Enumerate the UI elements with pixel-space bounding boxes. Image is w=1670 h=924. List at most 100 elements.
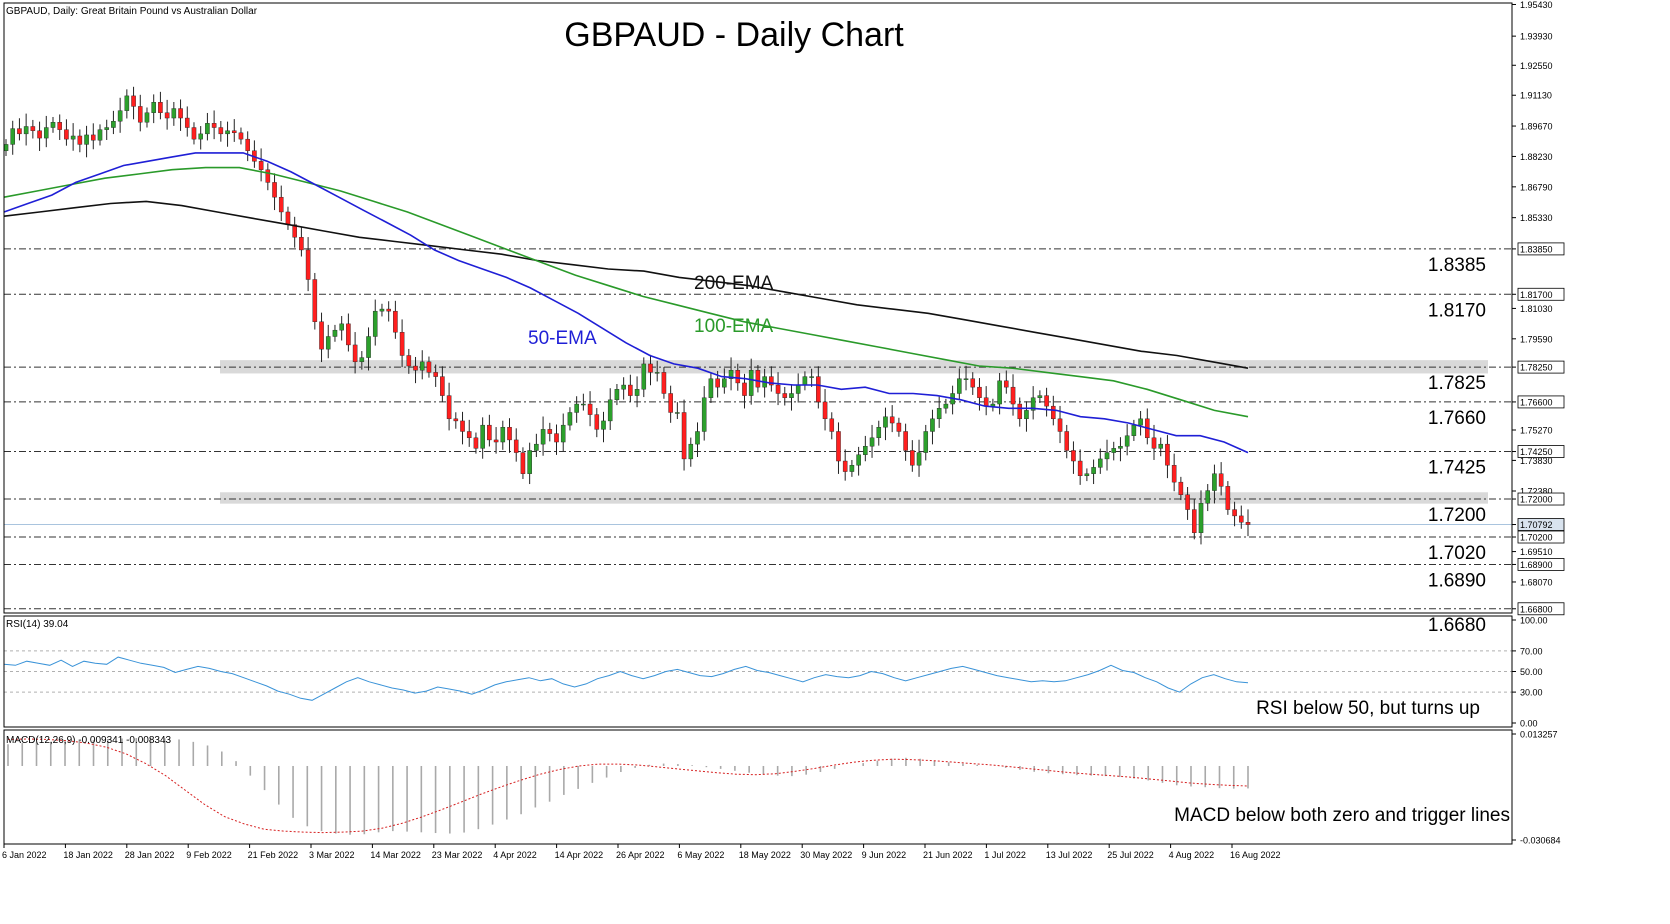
candle-body <box>312 279 318 322</box>
candle-body <box>534 443 539 451</box>
candle-body <box>339 323 344 331</box>
candle-body <box>487 424 492 441</box>
date-tick-label: 6 Jan 2022 <box>2 850 47 860</box>
candle-body <box>37 130 42 139</box>
candle-body <box>755 370 761 388</box>
candle-body <box>1171 465 1177 483</box>
date-tick-label: 16 Aug 2022 <box>1230 850 1281 860</box>
candle-body <box>621 384 626 390</box>
candle-body <box>205 123 210 135</box>
level-label-5: 1.7200 <box>1428 505 1486 526</box>
candle-body <box>1218 473 1224 487</box>
candle-body <box>198 133 203 140</box>
candle-body <box>742 382 747 396</box>
date-tick-label: 21 Jun 2022 <box>923 850 973 860</box>
price-box <box>1517 287 1565 301</box>
candle-body <box>654 372 660 374</box>
candle-body <box>842 460 848 472</box>
candle-body <box>1010 386 1016 405</box>
candle-body <box>668 393 673 413</box>
candle-body <box>782 393 788 398</box>
candle-body <box>3 144 9 151</box>
candle-body <box>292 224 297 238</box>
price-box <box>1517 558 1565 571</box>
candle-body <box>366 336 371 358</box>
ema100-line <box>3 166 1249 418</box>
price-box <box>1517 360 1565 374</box>
candle-body <box>701 397 707 432</box>
candle-body <box>245 138 250 151</box>
price-tick-label: 1.75270 <box>1520 426 1553 436</box>
candle-body <box>1057 418 1063 432</box>
candle-body <box>77 135 83 145</box>
candle-body <box>1151 437 1157 449</box>
level-label-6: 1.7020 <box>1428 543 1486 564</box>
candle-body <box>57 122 62 130</box>
candle-body <box>628 384 633 396</box>
candle-body <box>433 372 438 377</box>
candle-body <box>23 126 29 135</box>
rsi-tick-label: 0.00 <box>1520 719 1538 729</box>
candle-body <box>84 134 89 145</box>
sr-zone-1 <box>220 492 1488 504</box>
candle-body <box>131 95 136 107</box>
price-tick-label: 1.81700 <box>1520 290 1553 300</box>
price-tick-label: 1.72380 <box>1520 487 1553 497</box>
candle-body <box>332 329 338 337</box>
candle-body <box>889 416 895 424</box>
candle-body <box>675 412 680 414</box>
candle-body <box>117 110 123 122</box>
candle-body <box>305 249 311 280</box>
date-tick-label: 23 Mar 2022 <box>432 850 483 860</box>
candle-body <box>17 128 22 135</box>
price-tick-label: 1.83850 <box>1520 244 1553 254</box>
candle-body <box>1239 515 1244 523</box>
candle-body <box>869 437 875 447</box>
candle-body <box>406 355 412 367</box>
candle-body <box>1051 405 1056 420</box>
price-tick-label: 1.76600 <box>1520 397 1553 407</box>
candle-body <box>104 127 109 130</box>
ema50-line <box>3 152 1249 454</box>
candle-body <box>802 376 808 386</box>
candle-body <box>607 399 613 422</box>
price-tick-label: 1.66800 <box>1520 604 1553 614</box>
candle-body <box>43 127 49 139</box>
candle-body <box>587 403 593 415</box>
price-tick-label: 1.85330 <box>1520 213 1553 223</box>
candle-body <box>769 376 774 386</box>
rsi-tick-label: 70.00 <box>1520 646 1543 656</box>
candle-body <box>1064 431 1070 451</box>
price-tick-label: 1.73830 <box>1520 456 1553 466</box>
candle-body <box>379 308 385 312</box>
candle-body <box>1071 450 1076 462</box>
macd-tick-label: -0.030684 <box>1520 836 1561 846</box>
date-tick-label: 28 Jan 2022 <box>125 850 175 860</box>
date-tick-label: 1 Jul 2022 <box>984 850 1026 860</box>
candle-body <box>990 403 996 407</box>
panel-frame-2 <box>3 729 1513 845</box>
candle-body <box>829 418 835 432</box>
candle-body <box>1178 481 1184 495</box>
candle-body <box>359 357 365 363</box>
rsi-tick-label: 100.00 <box>1520 616 1548 626</box>
candle-body <box>1198 503 1204 533</box>
candle-body <box>728 370 734 379</box>
candle-body <box>1158 443 1164 449</box>
ema200-label: 200-EMA <box>694 273 774 294</box>
candle-body <box>641 363 647 390</box>
price-tick-label: 1.95430 <box>1520 0 1553 10</box>
candle-body <box>285 211 291 225</box>
candle-body <box>1205 490 1211 504</box>
candle-body <box>386 308 391 312</box>
chart-title: GBPAUD - Daily Chart <box>564 16 904 54</box>
ema50-label: 50-EMA <box>528 328 597 349</box>
candle-body <box>493 439 499 443</box>
candle-body <box>184 117 190 128</box>
candle-body <box>258 161 264 170</box>
candle-body <box>178 108 183 119</box>
candle-body <box>1124 435 1130 447</box>
candle-body <box>10 128 15 145</box>
candle-body <box>849 465 855 472</box>
candle-body <box>836 431 841 462</box>
